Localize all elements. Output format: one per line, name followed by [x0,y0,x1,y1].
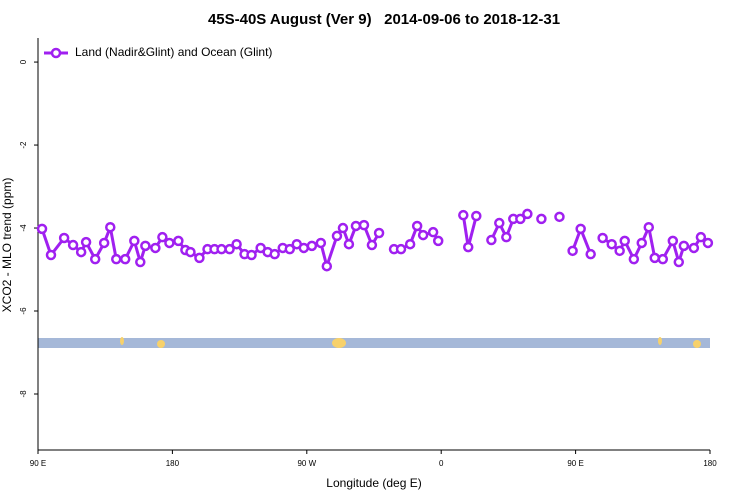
point [614,245,625,257]
point [404,238,416,250]
point [471,210,482,222]
point [695,231,707,243]
point [89,253,101,265]
point [597,232,608,244]
point [688,242,700,254]
point [58,232,70,244]
y-tick-label: 0 [19,59,28,64]
x-tick-label: 90 W [297,459,316,468]
point [395,243,407,255]
point [111,253,122,265]
point [567,245,578,257]
point [331,230,343,242]
point [657,253,669,265]
point [298,242,310,254]
point [306,240,318,252]
y-tick-label: -8 [19,390,28,398]
x-tick-label: 0 [439,459,444,468]
point [366,239,378,251]
point [216,243,227,255]
x-tick-label: 180 [703,459,717,468]
point [119,253,131,265]
point [105,221,116,233]
land-patch [120,337,124,345]
point [185,246,196,258]
y-tick-label: -2 [19,141,28,149]
point [321,260,333,272]
y-tick-label: -4 [19,224,28,232]
point [246,249,257,261]
point [284,243,296,255]
point [619,235,630,247]
point [501,231,512,243]
point [486,234,497,246]
point [140,240,151,252]
point [522,208,533,220]
point [462,241,474,253]
point [606,238,617,250]
map-strip [38,337,710,348]
point [458,209,469,221]
point [373,227,385,239]
point [636,237,648,249]
point [358,219,370,231]
point [494,217,505,229]
x-tick-label: 180 [166,459,180,468]
land-patch [693,340,701,348]
point [411,220,423,232]
point [350,220,362,232]
y-tick-label: -6 [19,307,28,315]
x-tick-label: 90 E [30,459,46,468]
ocean-strip [38,338,710,348]
point [673,256,685,268]
point [643,221,655,233]
point [575,223,586,235]
chart-title: 45S-40S August (Ver 9) 2014-09-06 to 201… [208,11,560,28]
point [554,211,565,223]
point [231,238,242,250]
x-tick-label: 90 E [567,459,583,468]
point [269,248,280,260]
point [75,246,87,258]
point [432,235,444,247]
point [36,223,48,235]
x-axis-label: Longitude (deg E) [326,476,421,490]
point [702,237,714,249]
point [343,238,355,250]
point [315,237,327,249]
point [45,249,57,261]
point [173,235,184,247]
point [585,248,596,260]
point [150,242,161,254]
point [649,252,660,264]
point [427,226,439,238]
point [337,222,349,234]
point [157,231,168,243]
legend-label: Land (Nadir&Glint) and Ocean (Glint) [75,45,272,59]
point [417,229,429,241]
point [129,235,140,247]
y-axis-label: XCO2 - MLO trend (ppm) [0,178,14,313]
point [536,213,547,225]
point [194,252,205,264]
point [80,236,92,248]
land-patch [658,337,662,345]
point [98,237,110,249]
point [667,235,679,247]
land-patch [332,338,346,348]
point [224,243,235,255]
point [628,253,640,265]
point [67,239,79,251]
land-patch [157,340,165,348]
point [678,240,690,252]
point [515,213,526,225]
point [164,237,175,249]
point [135,256,146,268]
legend-marker [50,47,62,59]
